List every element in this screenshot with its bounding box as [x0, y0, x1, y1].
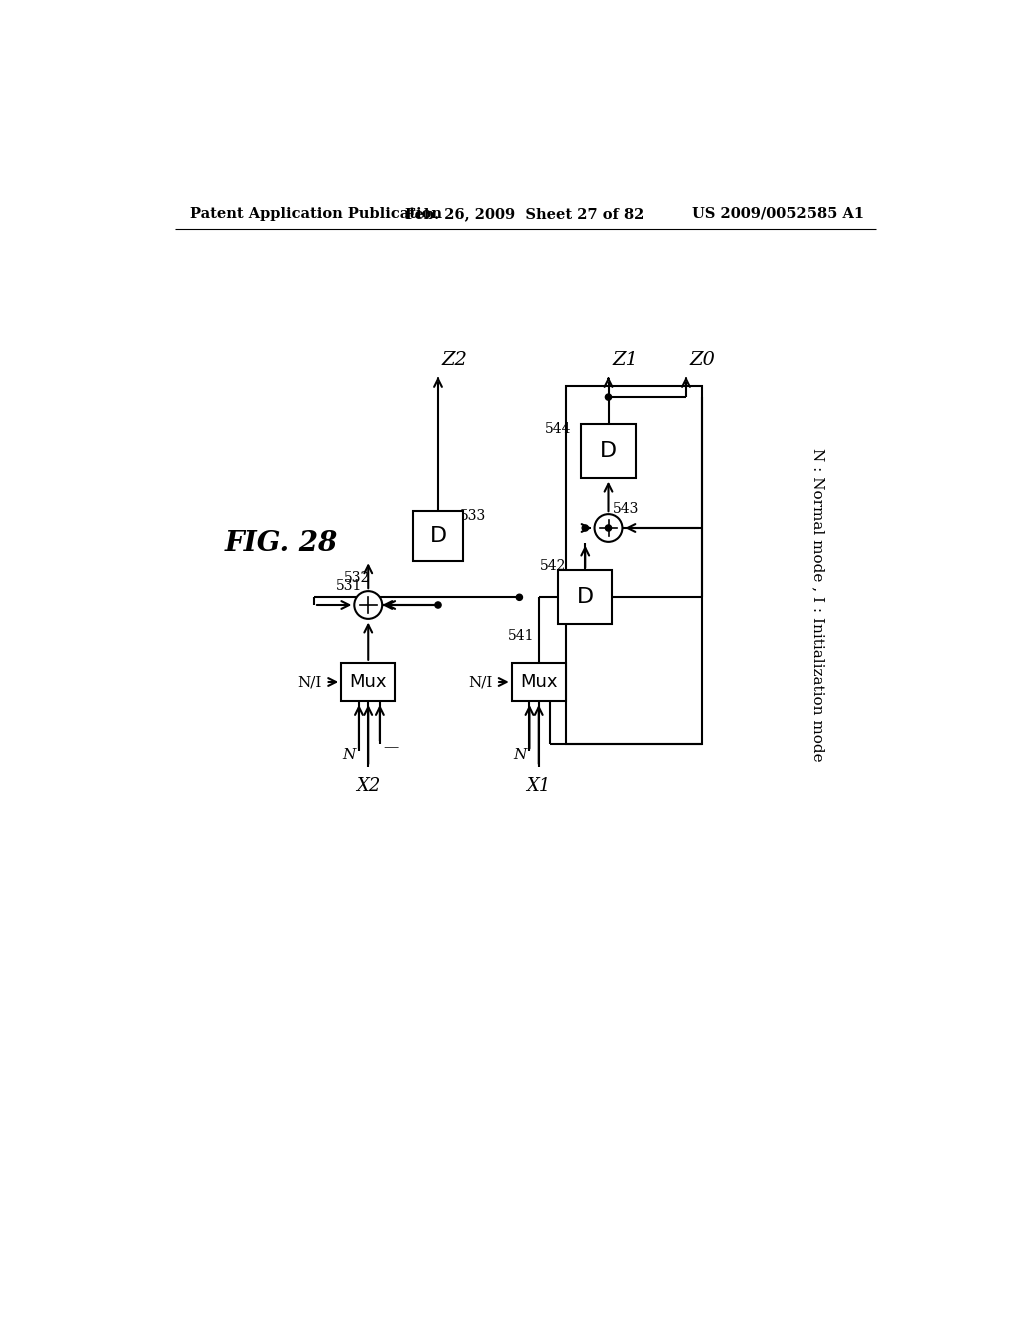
Circle shape: [595, 513, 623, 543]
Text: Z1: Z1: [612, 351, 638, 370]
Bar: [413, 511, 463, 561]
Text: Z2: Z2: [442, 351, 468, 370]
Text: Patent Application Publication: Patent Application Publication: [190, 207, 442, 220]
Text: Mux: Mux: [349, 673, 387, 690]
Text: X2: X2: [356, 777, 381, 795]
Text: US 2009/0052585 A1: US 2009/0052585 A1: [692, 207, 864, 220]
Text: N/I: N/I: [468, 675, 493, 689]
Circle shape: [583, 525, 589, 531]
Bar: [558, 570, 612, 624]
Text: D: D: [577, 587, 594, 607]
Bar: [566, 385, 701, 743]
Text: FIG. 28: FIG. 28: [225, 529, 338, 557]
Circle shape: [516, 594, 522, 601]
Text: 542: 542: [540, 560, 566, 573]
Text: D: D: [600, 441, 617, 461]
Text: D: D: [429, 525, 446, 545]
Text: 531: 531: [336, 578, 362, 593]
Text: 533: 533: [460, 510, 486, 524]
Text: 544: 544: [545, 422, 571, 437]
Text: Feb. 26, 2009  Sheet 27 of 82: Feb. 26, 2009 Sheet 27 of 82: [406, 207, 644, 220]
Text: N: N: [513, 748, 526, 762]
Text: 541: 541: [508, 628, 535, 643]
Bar: [582, 424, 636, 478]
Bar: [341, 663, 395, 701]
Text: N : Normal mode , I : Initialization mode: N : Normal mode , I : Initialization mod…: [811, 449, 824, 762]
Circle shape: [605, 525, 611, 531]
Bar: [512, 663, 566, 701]
Text: Z0: Z0: [690, 351, 716, 370]
Circle shape: [354, 591, 382, 619]
Text: Mux: Mux: [520, 673, 557, 690]
Text: N: N: [342, 748, 356, 762]
Text: 543: 543: [613, 502, 640, 516]
Text: —: —: [383, 741, 398, 755]
Text: N/I: N/I: [297, 675, 322, 689]
Text: X1: X1: [526, 777, 551, 795]
Circle shape: [435, 602, 441, 609]
Circle shape: [605, 395, 611, 400]
Text: 532: 532: [343, 572, 370, 585]
